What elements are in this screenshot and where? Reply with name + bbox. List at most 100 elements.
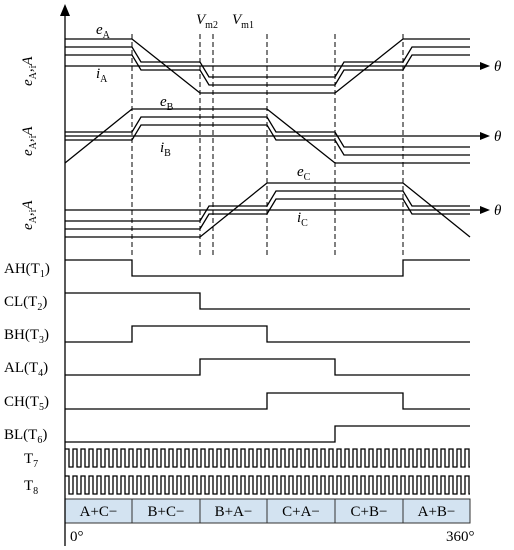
signal-label-part: )	[44, 327, 49, 343]
signal-label: AH(T1)	[4, 261, 50, 280]
signal-label-part: 1	[40, 269, 45, 280]
signal-label-part: 2	[37, 302, 42, 313]
theta-label: θ	[494, 59, 502, 75]
signal-label-part: )	[43, 360, 48, 376]
pwm-signal	[65, 475, 470, 495]
signal-label-part: )	[45, 261, 50, 277]
wave-label-part: e	[96, 22, 103, 38]
current-wave	[65, 116, 470, 148]
y-axis-label-part: i	[28, 135, 39, 138]
y-axis-label-part: e	[20, 79, 36, 86]
wave-label-part: C	[304, 172, 311, 183]
emf-wave	[65, 38, 470, 94]
wave-label-part: A	[100, 74, 108, 85]
signal-label-part: 6	[37, 435, 42, 446]
signal-label: BL(T6)	[4, 427, 47, 446]
y-axis-label-part: e	[20, 149, 36, 156]
marker-label: Vm2	[196, 12, 218, 31]
y-axis-label-part: i	[28, 65, 39, 68]
y-axis-label-part: A	[28, 215, 39, 223]
signal-label-part: BH(T	[4, 327, 39, 343]
gate-signal	[65, 259, 470, 277]
theta-label: θ	[494, 203, 502, 219]
signal-label-part: CH(T	[4, 394, 39, 410]
wave-label: iC	[297, 210, 308, 229]
signal-label-part: 8	[33, 486, 38, 497]
theta-arrow	[480, 206, 490, 214]
signal-label-part: T	[24, 451, 33, 467]
theta-arrow	[480, 62, 490, 70]
theta-label: θ	[494, 129, 502, 145]
y-axis-label-part: A	[28, 71, 39, 79]
y-axis-label-part: ,	[20, 138, 36, 142]
wave-label-part: B	[164, 148, 171, 159]
signal-label: BH(T3)	[4, 327, 49, 346]
gate-signal	[65, 392, 470, 410]
wave-label-part: e	[160, 94, 167, 110]
signal-label-part: )	[42, 427, 47, 443]
wave-label: iB	[160, 140, 171, 159]
signal-label-part: )	[44, 394, 49, 410]
emf-wave	[65, 182, 471, 238]
y-axis-label: eA,iA	[20, 200, 39, 230]
y-axis-label: eA,iA	[20, 56, 39, 86]
sector-label: A+C−	[80, 504, 118, 520]
wave-label-part: i	[96, 66, 100, 82]
signal-label-part: )	[42, 294, 47, 310]
signal-label-part: 4	[38, 368, 43, 379]
signal-label-part: CL(T	[4, 294, 37, 310]
signal-label: T8	[24, 478, 38, 497]
marker-label-part: m1	[241, 20, 254, 31]
signal-label-part: BL(T	[4, 427, 37, 443]
signal-label-part: AH(T	[4, 261, 40, 277]
emf-wave	[64, 108, 470, 164]
marker-label: Vm1	[232, 12, 254, 31]
sector-label: A+B−	[418, 504, 456, 520]
wave-label-part: i	[160, 140, 164, 156]
wave-label: eC	[297, 164, 311, 183]
sector-label: C+B−	[351, 504, 388, 520]
signal-label-part: 3	[39, 335, 44, 346]
marker-label-part: V	[232, 12, 243, 28]
y-axis-label-part: A	[20, 126, 36, 137]
wave-label-part: A	[103, 30, 111, 41]
sector-label: B+A−	[215, 504, 253, 520]
wave-label-part: B	[167, 102, 174, 113]
axis-arrow	[60, 4, 70, 16]
gate-signal	[65, 325, 470, 343]
signal-label-part: 5	[39, 402, 44, 413]
marker-label-part: V	[196, 12, 207, 28]
current-wave	[65, 54, 470, 86]
gate-signal	[65, 358, 470, 376]
y-axis-label-part: A	[20, 200, 36, 211]
wave-label-part: e	[297, 164, 304, 180]
y-axis-label-part: i	[28, 209, 39, 212]
y-axis-label-part: A	[28, 141, 39, 149]
y-axis-label: eA,iA	[20, 126, 39, 156]
marker-label-part: m2	[205, 20, 218, 31]
signal-label: CL(T2)	[4, 294, 47, 313]
signal-label: AL(T4)	[4, 360, 48, 379]
theta-arrow	[480, 132, 490, 140]
signal-label-part: 7	[33, 459, 38, 470]
signal-label-part: T	[24, 478, 33, 494]
current-wave	[65, 124, 470, 156]
sector-label: B+C−	[148, 504, 185, 520]
wave-label-part: C	[301, 218, 308, 229]
gate-signal	[65, 425, 470, 443]
y-axis-label-part: A	[20, 56, 36, 67]
wave-label: eA	[96, 22, 111, 41]
y-axis-label-part: ,	[20, 68, 36, 72]
current-wave	[65, 46, 470, 78]
wave-label: iA	[96, 66, 108, 85]
gate-signal	[65, 292, 470, 310]
wave-label: eB	[160, 94, 174, 113]
y-axis-label-part: ,	[20, 212, 36, 216]
signal-label: T7	[24, 451, 38, 470]
current-wave	[65, 198, 470, 230]
wave-label-part: i	[297, 210, 301, 226]
signal-label-part: AL(T	[4, 360, 38, 376]
sector-label: C+A−	[282, 504, 320, 520]
signal-label: CH(T5)	[4, 394, 49, 413]
